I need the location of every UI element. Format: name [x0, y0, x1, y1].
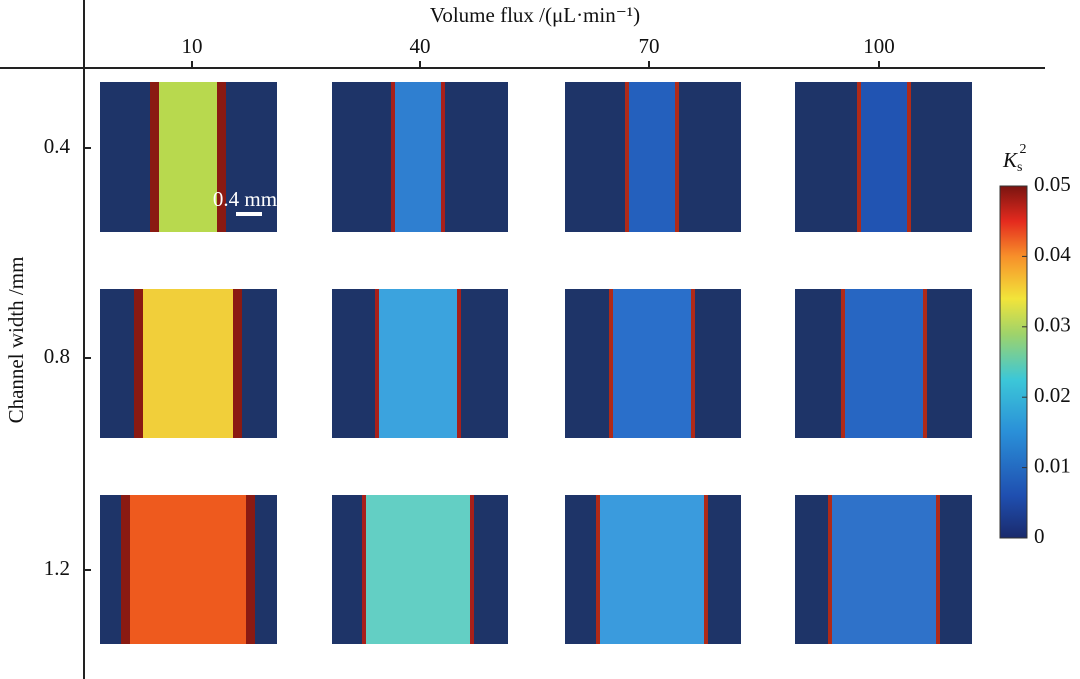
- channel: [159, 82, 217, 232]
- scale-bar-label: 0.4 mm: [213, 187, 277, 211]
- x-label: Volume flux /(μL·min⁻¹): [430, 3, 640, 27]
- channel: [629, 82, 675, 232]
- row-label: 0.8: [44, 344, 70, 368]
- colorbar-tick-label: 0.01: [1034, 453, 1071, 477]
- colorbar: [999, 185, 1028, 539]
- channel: [143, 289, 233, 438]
- colorbar-symbol: K: [1002, 148, 1018, 172]
- channel: [613, 289, 691, 438]
- colorbar-tick-label: 0.04: [1034, 242, 1071, 266]
- channel: [130, 495, 246, 644]
- panels: [100, 82, 972, 644]
- colorbar-tick-label: 0.03: [1034, 313, 1071, 337]
- channel: [600, 495, 704, 644]
- y-label: Channel width /mm: [4, 257, 28, 424]
- channel: [379, 289, 457, 438]
- channel: [366, 495, 470, 644]
- row-label: 1.2: [44, 556, 70, 580]
- column-label: 70: [639, 34, 660, 58]
- colorbar-tick-label: 0.05: [1034, 172, 1071, 196]
- row-label: 0.4: [44, 134, 71, 158]
- channel: [395, 82, 441, 232]
- column-label: 100: [863, 34, 895, 58]
- colorbar-label: Ks 2: [1002, 142, 1026, 175]
- column-label: 40: [410, 34, 431, 58]
- column-label: 10: [182, 34, 203, 58]
- channel: [861, 82, 907, 232]
- colorbar-superscript: 2: [1019, 142, 1026, 157]
- colorbar-subscript: s: [1017, 160, 1022, 175]
- colorbar-tick-label: 0.02: [1034, 383, 1071, 407]
- colorbar-tick-label: 0: [1034, 524, 1045, 548]
- channel: [832, 495, 936, 644]
- channel: [845, 289, 923, 438]
